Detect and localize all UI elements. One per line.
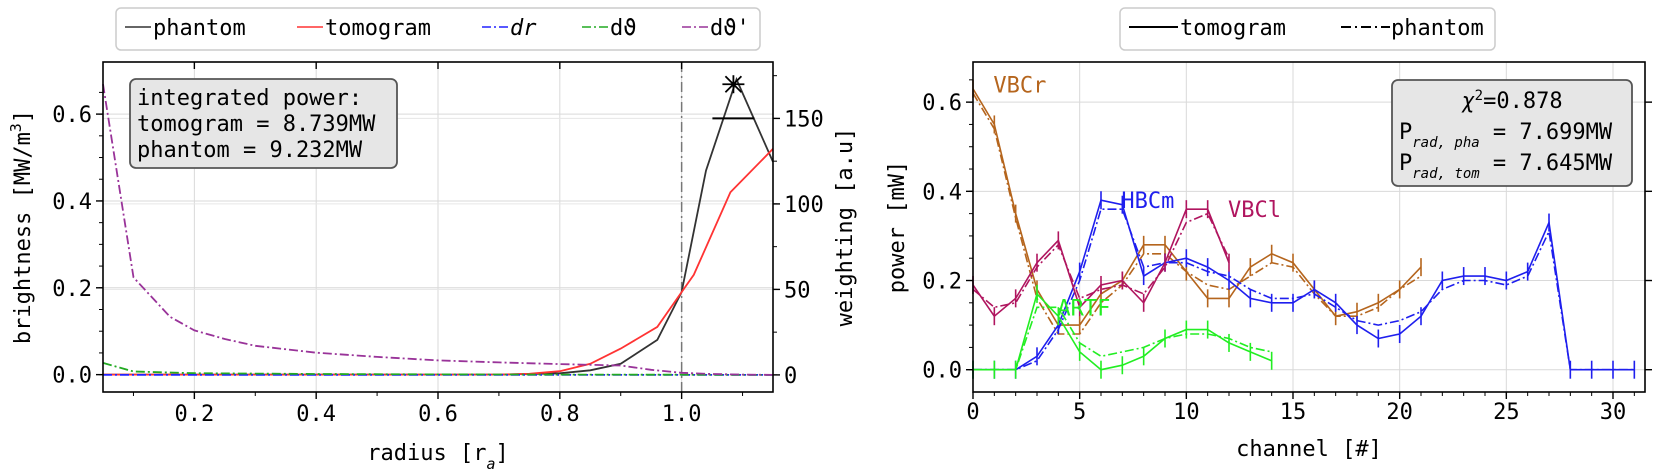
left-ticks: 0.2 0.4 0.6 0.8 1.0 0.0 0.2 0.4 0.6 0 50 100 150 [52, 62, 824, 427]
right-x-axis-label: channel [#] [1236, 437, 1382, 462]
left-annotation-line-1: integrated power: [137, 86, 362, 111]
left-star-marker [722, 75, 745, 94]
right-y-axis-label: power [mW] [885, 161, 910, 293]
right-x-tick-label: 10 [1173, 400, 1200, 425]
legend-label-dr: dr [510, 16, 537, 41]
left-annotation-line-2: tomogram = 8.739MW [137, 112, 376, 137]
left-y-tick-label: 0.6 [52, 103, 92, 128]
left-x-tick-label: 0.6 [418, 402, 458, 427]
left-legend: phantom tomogram dr dϑ dϑ' [115, 7, 761, 51]
right-plot-frame [972, 61, 1646, 393]
right-series-layer [972, 79, 1636, 379]
left-x-axis-label: radius [ra] [367, 441, 509, 473]
right-ticks: 0 5 10 15 20 25 30 0.0 0.2 0.4 0.6 [922, 79, 1652, 425]
left-x-tick-label: 1.0 [662, 402, 702, 427]
legend-label-phantom-right: phantom [1391, 16, 1484, 41]
right-series-vbcl-phantom [972, 212, 1230, 309]
right-x-tick-label: 0 [966, 400, 979, 425]
left-x-tick-label: 0.4 [296, 402, 336, 427]
left-y-tick-label: 0.0 [52, 364, 92, 389]
left-chart-panel: 0.2 0.4 0.6 0.8 1.0 0.0 0.2 0.4 0.6 0 50 100 150 int… [7, 7, 858, 473]
right-series-vbcr-tomogram [972, 88, 1422, 326]
legend-label-dtheta: dϑ [610, 16, 637, 41]
right-series-hbcm-phantom [973, 208, 1635, 371]
right-x-tick-label: 15 [1280, 400, 1307, 425]
left-annotation-line-3: phantom = 9.232MW [137, 138, 363, 163]
right-x-tick-label: 25 [1493, 400, 1520, 425]
left-y2-tick-label: 100 [784, 193, 824, 218]
right-x-tick-label: 20 [1386, 400, 1413, 425]
right-x-tick-label: 30 [1600, 400, 1627, 425]
left-x-tick-label: 0.8 [540, 402, 580, 427]
left-annotation-frame [129, 78, 398, 169]
legend-label-tomogram-right: tomogram [1180, 16, 1286, 41]
right-annotation-box: χ2=0.878 Prad, pha = 7.699MW Prad, tom =… [1391, 79, 1633, 187]
left-series-layer [102, 62, 774, 392]
left-y2-tick-label: 150 [784, 107, 824, 132]
right-chart-panel: 0 5 10 15 20 25 30 0.0 0.2 0.4 0.6 VBCr HBCm VBCl ART… [885, 7, 1652, 462]
left-series-dtheta [102, 362, 774, 376]
camera-label-vbcr: VBCr [993, 73, 1046, 98]
legend-label-tomogram: tomogram [325, 16, 431, 41]
camera-label-artf: ARTF [1057, 296, 1110, 321]
left-y2-tick-label: 0 [784, 364, 797, 389]
right-y-tick-label: 0.2 [922, 270, 962, 295]
left-y2-axis-label: weighting [a.u] [833, 128, 858, 327]
left-series-dthetap [102, 84, 774, 376]
right-series-artf-phantom [973, 306, 1272, 371]
camera-label-hbcm: HBCm [1121, 189, 1174, 214]
legend-label-phantom: phantom [153, 16, 246, 41]
left-y2-tick-label: 50 [784, 278, 811, 303]
right-legend: tomogram phantom [1119, 7, 1496, 51]
right-camera-labels: VBCr HBCm VBCl ARTF [993, 73, 1281, 321]
left-x-tick-label: 0.2 [174, 402, 214, 427]
left-annotation-box: integrated power: tomogram = 8.739MW pha… [129, 78, 398, 169]
left-legend-frame [115, 7, 761, 51]
left-y-tick-label: 0.4 [52, 190, 92, 215]
right-annotation-frame [1391, 79, 1633, 187]
left-y-axis-label: brightness [MW/m3] [7, 110, 36, 344]
left-y-tick-label: 0.2 [52, 277, 92, 302]
legend-label-dtheta-prime: dϑ' [710, 16, 750, 41]
right-x-tick-label: 5 [1073, 400, 1086, 425]
camera-label-vbcl: VBCl [1228, 198, 1281, 223]
right-y-tick-label: 0.0 [922, 359, 962, 384]
right-series-vbcr-phantom [972, 92, 1422, 335]
right-y-tick-label: 0.4 [922, 180, 962, 205]
right-legend-frame [1119, 7, 1496, 51]
right-y-tick-label: 0.6 [922, 91, 962, 116]
